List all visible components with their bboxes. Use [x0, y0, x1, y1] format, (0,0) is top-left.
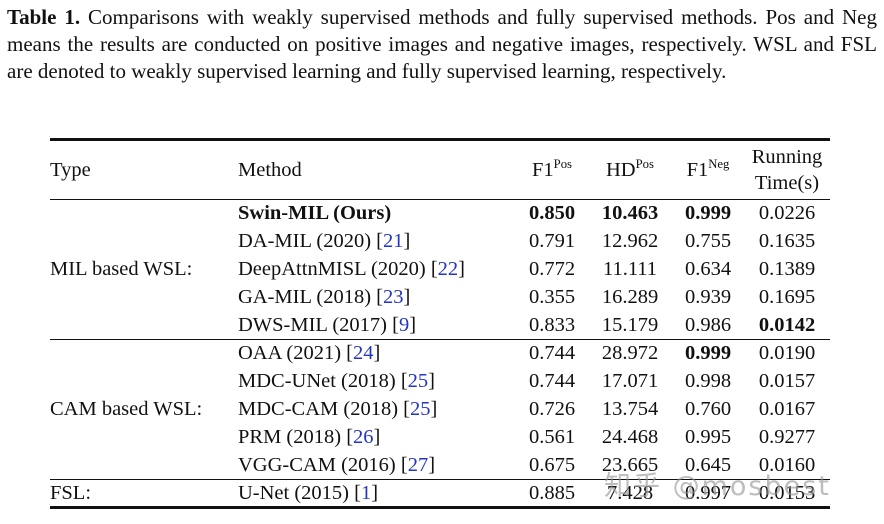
citation-link[interactable]: 22 [437, 258, 459, 280]
table-row: MDC-UNet (2018) [25] 0.744 17.071 0.998 0.01… [50, 368, 830, 396]
f1pos-value: 0.744 [516, 339, 588, 368]
table-row: MIL based WSL: Swin-MIL (Ours) 0.850 10.463… [50, 200, 830, 280]
col-header-hdpos: HDPos [588, 139, 672, 200]
f1pos-value: 0.726 [528, 398, 576, 420]
col-header-method: Method [238, 139, 516, 200]
runtime-value: 0.0190 [744, 339, 830, 368]
hdpos-value: 28.972 [588, 339, 672, 368]
runtime-value: 0.0142 [758, 313, 816, 336]
table-row: DeepAttnMISL (2020) [22] 0.772 11.111 0.634… [50, 256, 830, 284]
f1pos-value: 0.850 [528, 202, 576, 225]
citation-link[interactable]: 21 [382, 230, 404, 252]
f1neg-value: 0.755 [684, 230, 732, 252]
method-cell: Swin-MIL (Ours) [238, 202, 392, 225]
citation-link[interactable]: 9 [398, 313, 410, 336]
col-header-type: Type [50, 139, 238, 200]
col-header-runtime: Running Time(s) [744, 139, 830, 200]
f1neg-value: 0.634 [684, 258, 732, 280]
method-cell: MDC-UNet (2018) [25] [238, 370, 435, 392]
f1pos-value: 0.675 [528, 453, 576, 476]
f1pos-value: 0.561 [528, 426, 576, 448]
citation-link[interactable]: 1 [360, 481, 372, 504]
table-row: DA-MIL (2020) [21] 0.791 12.962 0.755 0.1635 [50, 228, 830, 256]
f1neg-value: 0.998 [684, 370, 732, 392]
runtime-value: 0.0160 [758, 453, 816, 476]
method-cell: GA-MIL (2018) [23] [238, 286, 411, 308]
f1neg-value: 0.997 [672, 479, 744, 508]
citation-link[interactable]: 24 [353, 342, 374, 365]
table-row: PRM (2018) [26] 0.561 24.468 0.995 0.9277 [50, 424, 830, 452]
f1neg-value: 0.939 [684, 286, 732, 308]
runtime-value: 0.0153 [744, 479, 830, 508]
f1pos-value: 0.791 [528, 230, 576, 252]
citation-link[interactable]: 25 [407, 370, 429, 392]
method-cell: DWS-MIL (2017) [9] [238, 313, 417, 336]
f1pos-value: 0.885 [516, 479, 588, 508]
table-body: MIL based WSL: Swin-MIL (Ours) 0.850 10.463… [50, 200, 830, 508]
f1pos-value: 0.833 [528, 313, 576, 336]
runtime-value: 0.1695 [758, 286, 816, 308]
hdpos-value: 23.665 [601, 453, 659, 476]
table-row: FSL: U-Net (2015) [1] 0.885 7.428 0.997 0.015… [50, 479, 830, 508]
method-cell: DeepAttnMISL (2020) [22] [238, 258, 465, 280]
table-header: Type Method F1Pos HDPos F1Neg Running Tim… [50, 139, 830, 200]
f1neg-value: 0.999 [672, 339, 744, 368]
caption-label: Table 1. [7, 5, 81, 29]
method-cell: DA-MIL (2020) [21] [238, 230, 411, 252]
hdpos-value: 17.071 [601, 370, 659, 392]
table-row: MDC-CAM (2018) [25] 0.726 13.754 0.760 0.016… [50, 396, 830, 424]
f1neg-value: 0.999 [684, 202, 732, 225]
hdpos-value: 11.111 [602, 258, 658, 280]
header-row: Type Method F1Pos HDPos F1Neg Running Tim… [50, 139, 830, 200]
runtime-value: 0.0157 [758, 370, 816, 392]
citation-link[interactable]: 25 [409, 398, 431, 420]
type-group-label: CAM based WSL: [50, 339, 238, 480]
table-row: GA-MIL (2018) [23] 0.355 16.289 0.939 0.1695 [50, 284, 830, 312]
hdpos-value: 7.428 [588, 479, 672, 508]
runtime-value: 0.1635 [758, 230, 816, 252]
table-row: VGG-CAM (2016) [27] 0.675 23.665 0.645 0.016… [50, 452, 830, 480]
citation-link[interactable]: 26 [353, 426, 374, 448]
col-header-f1neg: F1Neg [672, 139, 744, 200]
table-row: DWS-MIL (2017) [9] 0.833 15.179 0.986 0.0142 [50, 312, 830, 340]
runtime-value: 0.0226 [758, 202, 816, 225]
citation-link[interactable]: 23 [382, 286, 404, 308]
hdpos-value: 12.962 [601, 230, 659, 252]
citation-link[interactable]: 27 [407, 453, 429, 476]
col-header-f1pos: F1Pos [516, 139, 588, 200]
hdpos-value: 10.463 [601, 202, 659, 225]
f1pos-value: 0.744 [528, 370, 576, 392]
results-table: Type Method F1Pos HDPos F1Neg Running Tim… [50, 138, 830, 509]
table-row: CAM based WSL: OAA (2021) [24] 0.744 28.972… [50, 339, 830, 480]
runtime-value: 0.1389 [758, 258, 816, 280]
hdpos-value: 15.179 [601, 313, 659, 336]
f1pos-value: 0.355 [528, 286, 576, 308]
f1neg-value: 0.995 [684, 426, 732, 448]
type-group-label: FSL: [50, 479, 238, 508]
f1pos-value: 0.772 [528, 258, 576, 280]
method-cell: PRM (2018) [26] [238, 426, 381, 448]
f1neg-value: 0.645 [684, 453, 732, 476]
method-cell: OAA (2021) [24] [238, 339, 516, 368]
method-cell: MDC-CAM (2018) [25] [238, 398, 438, 420]
caption-text: Comparisons with weakly supervised metho… [7, 5, 877, 83]
type-group-label: MIL based WSL: [50, 258, 193, 280]
hdpos-value: 16.289 [601, 286, 659, 308]
f1neg-value: 0.760 [684, 398, 732, 420]
hdpos-value: 24.468 [601, 426, 659, 448]
method-cell: VGG-CAM (2016) [27] [238, 453, 436, 476]
table-caption: Table 1. Comparisons with weakly supervi… [7, 4, 877, 85]
runtime-value: 0.9277 [758, 426, 816, 448]
hdpos-value: 13.754 [601, 398, 659, 420]
f1neg-value: 0.986 [684, 313, 732, 336]
runtime-value: 0.0167 [758, 398, 816, 420]
method-cell: U-Net (2015) [1] [238, 479, 516, 508]
